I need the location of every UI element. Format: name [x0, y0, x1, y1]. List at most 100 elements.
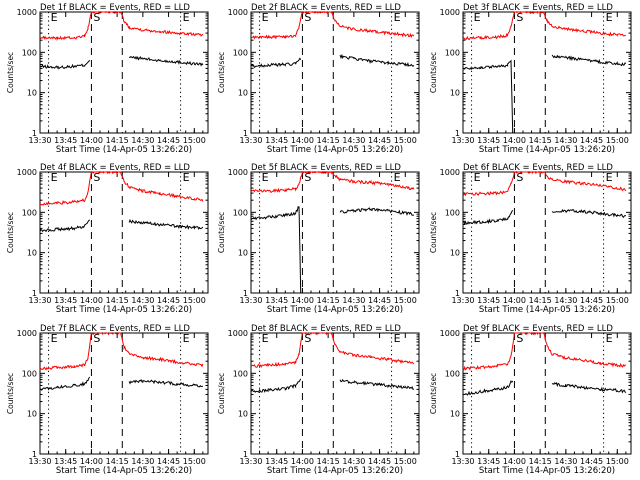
marker-label: S — [93, 332, 100, 345]
marker-label: E — [474, 11, 481, 24]
y-tick-label: 100 — [445, 48, 460, 57]
y-tick-label: 1000 — [440, 8, 460, 17]
lld-series-line — [250, 11, 415, 40]
y-axis-label: Counts/sec — [6, 52, 15, 93]
y-tick-label: 100 — [233, 48, 248, 57]
marker-label: S — [516, 332, 523, 345]
x-axis-label: Start Time (14-Apr-05 13:26:20) — [479, 305, 615, 315]
marker-label: E — [606, 332, 613, 345]
y-axis-label: Counts/sec — [429, 212, 438, 253]
y-tick-label: 100 — [233, 369, 248, 378]
plot-frame — [462, 171, 632, 294]
x-axis-label: Start Time (14-Apr-05 13:26:20) — [267, 466, 403, 476]
plot-frame — [250, 11, 420, 134]
detector-panel: Det 5f BLACK = Events, RED = LLD 1 10 100 10… — [217, 163, 420, 315]
lld-series-line — [39, 11, 204, 42]
plot-frame — [462, 11, 632, 134]
marker-label: E — [606, 11, 613, 24]
marker-label: S — [93, 171, 100, 184]
x-tick-label: 15:00 — [606, 457, 629, 466]
y-tick-label: 1000 — [17, 168, 37, 177]
x-tick-label: 14:30 — [342, 296, 365, 305]
x-tick-label: 13:45 — [54, 136, 77, 145]
y-tick-label: 1000 — [228, 329, 248, 338]
x-axis-label: Start Time (14-Apr-05 13:26:20) — [479, 466, 615, 476]
y-tick-label: 1000 — [440, 329, 460, 338]
plot-frame — [39, 171, 209, 294]
x-tick-label: 14:15 — [317, 136, 340, 145]
y-tick-label: 1 — [32, 450, 37, 459]
x-tick-label: 15:00 — [606, 296, 629, 305]
x-tick-label: 15:00 — [394, 457, 417, 466]
y-tick-label: 100 — [233, 208, 248, 217]
panel-title: Det 8f BLACK = Events, RED = LLD — [251, 324, 401, 334]
lld-series-line — [39, 171, 204, 206]
y-tick-label: 10 — [27, 89, 37, 98]
y-tick-label: 1 — [455, 129, 460, 138]
y-tick-label: 10 — [450, 410, 460, 419]
panel-title: Det 3f BLACK = Events, RED = LLD — [463, 3, 613, 13]
marker-label: E — [474, 332, 481, 345]
events-series-line — [250, 206, 415, 294]
events-series-line — [463, 380, 627, 396]
marker-label: E — [262, 171, 269, 184]
detector-panel: Det 9f BLACK = Events, RED = LLD 1 10 100 10… — [429, 324, 632, 476]
x-tick-label: 14:30 — [131, 457, 154, 466]
plot-frame — [250, 332, 420, 455]
lld-series-line — [462, 11, 627, 41]
x-tick-label: 14:45 — [157, 136, 180, 145]
x-tick-label: 13:45 — [265, 136, 288, 145]
x-tick-label: 13:30 — [28, 136, 51, 145]
x-axis-label: Start Time (14-Apr-05 13:26:20) — [267, 145, 403, 155]
x-tick-label: 13:30 — [239, 296, 262, 305]
detector-panel: Det 4f BLACK = Events, RED = LLD 1 10 100 10… — [6, 163, 209, 315]
x-axis-label: Start Time (14-Apr-05 13:26:20) — [56, 145, 192, 155]
x-tick-label: 14:15 — [529, 136, 552, 145]
y-axis-label: Counts/sec — [217, 52, 226, 93]
marker-label: E — [51, 11, 58, 24]
plot-frame — [462, 332, 632, 455]
x-tick-label: 14:00 — [503, 136, 526, 145]
x-tick-label: 14:15 — [106, 457, 129, 466]
x-tick-label: 15:00 — [394, 136, 417, 145]
x-tick-label: 14:30 — [554, 296, 577, 305]
y-tick-label: 1 — [32, 289, 37, 298]
y-tick-label: 100 — [445, 369, 460, 378]
panel-title: Det 9f BLACK = Events, RED = LLD — [463, 324, 613, 334]
panel-title: Det 4f BLACK = Events, RED = LLD — [40, 163, 190, 173]
x-tick-label: 13:30 — [239, 457, 262, 466]
x-axis-label: Start Time (14-Apr-05 13:26:20) — [479, 145, 615, 155]
x-tick-label: 14:30 — [131, 296, 154, 305]
events-series-line — [39, 218, 204, 233]
x-tick-label: 13:45 — [54, 296, 77, 305]
x-tick-label: 14:00 — [291, 457, 314, 466]
x-tick-label: 14:00 — [503, 296, 526, 305]
x-tick-label: 14:30 — [131, 136, 154, 145]
y-tick-label: 10 — [238, 89, 248, 98]
y-axis-label: Counts/sec — [217, 373, 226, 414]
x-tick-label: 14:15 — [317, 296, 340, 305]
x-tick-label: 13:30 — [239, 136, 262, 145]
x-axis-label: Start Time (14-Apr-05 13:26:20) — [267, 305, 403, 315]
panel-title: Det 7f BLACK = Events, RED = LLD — [40, 324, 190, 334]
x-tick-label: 14:30 — [342, 136, 365, 145]
lld-series-line — [39, 332, 204, 371]
x-tick-label: 14:15 — [529, 457, 552, 466]
y-axis-label: Counts/sec — [6, 212, 15, 253]
x-tick-label: 13:30 — [28, 457, 51, 466]
x-tick-label: 13:30 — [451, 457, 474, 466]
x-axis-label: Start Time (14-Apr-05 13:26:20) — [56, 466, 192, 476]
detector-panel: Det 8f BLACK = Events, RED = LLD 1 10 100 10… — [217, 324, 420, 476]
panel-grid: Det 1f BLACK = Events, RED = LLD 1 10 100 10… — [6, 3, 632, 476]
x-tick-label: 14:30 — [554, 136, 577, 145]
x-tick-label: 13:30 — [451, 296, 474, 305]
x-tick-label: 14:00 — [291, 296, 314, 305]
y-tick-label: 10 — [450, 89, 460, 98]
lld-series-line — [250, 170, 415, 193]
x-tick-label: 14:15 — [106, 296, 129, 305]
x-tick-label: 14:15 — [106, 136, 129, 145]
events-series-line — [39, 376, 203, 391]
x-tick-label: 14:45 — [368, 136, 391, 145]
